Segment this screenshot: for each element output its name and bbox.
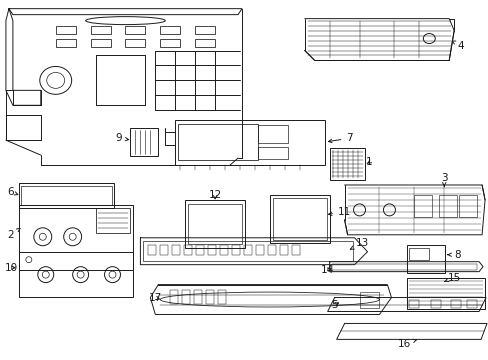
Bar <box>195 39 215 46</box>
Bar <box>329 148 364 180</box>
Bar <box>466 300 476 307</box>
Bar <box>331 264 476 270</box>
Bar <box>218 289 225 303</box>
Bar <box>272 198 326 240</box>
Text: 16: 16 <box>397 339 416 349</box>
Bar <box>450 300 460 307</box>
Text: 2: 2 <box>8 229 20 240</box>
Bar <box>407 245 444 273</box>
Bar <box>182 289 190 303</box>
Text: 11: 11 <box>328 207 350 217</box>
Bar <box>291 245 299 255</box>
Text: 5: 5 <box>331 300 338 310</box>
Text: 6: 6 <box>8 187 18 197</box>
Bar <box>148 245 156 255</box>
Bar <box>206 289 214 303</box>
Text: 10: 10 <box>4 263 18 273</box>
Text: 13: 13 <box>350 238 368 249</box>
Bar <box>194 289 202 303</box>
Bar <box>220 245 227 255</box>
Text: 4: 4 <box>451 41 464 50</box>
Bar <box>208 245 216 255</box>
Bar <box>458 195 476 217</box>
Bar <box>195 26 215 33</box>
Text: 12: 12 <box>208 190 221 200</box>
Bar <box>90 39 110 46</box>
Bar <box>90 26 110 33</box>
Bar <box>269 195 329 243</box>
Bar <box>19 183 113 208</box>
Bar <box>95 208 130 233</box>
Bar <box>130 128 158 156</box>
Bar <box>125 39 145 46</box>
Bar <box>184 245 192 255</box>
Bar <box>258 125 287 143</box>
Text: 15: 15 <box>444 273 460 283</box>
Bar <box>430 300 440 307</box>
Bar <box>258 147 287 159</box>
Bar <box>407 278 484 310</box>
Bar <box>413 195 431 217</box>
Text: 17: 17 <box>148 293 162 302</box>
Bar <box>196 245 203 255</box>
Bar <box>21 186 111 205</box>
Bar <box>408 300 419 307</box>
Bar <box>143 241 352 261</box>
Bar <box>255 245 264 255</box>
Text: 8: 8 <box>447 250 460 260</box>
Bar <box>170 289 178 303</box>
Text: 1: 1 <box>366 157 372 167</box>
Bar <box>19 205 133 270</box>
Text: 14: 14 <box>321 265 334 275</box>
Bar <box>267 245 275 255</box>
Bar <box>279 245 287 255</box>
Bar <box>408 248 428 260</box>
Bar <box>160 26 180 33</box>
Bar <box>232 245 240 255</box>
Bar <box>438 195 456 217</box>
Bar <box>188 204 242 244</box>
Bar <box>178 124 258 160</box>
Bar <box>160 245 168 255</box>
Bar <box>125 26 145 33</box>
Bar <box>172 245 180 255</box>
Bar <box>56 26 76 33</box>
Bar <box>160 39 180 46</box>
Bar <box>244 245 251 255</box>
Bar <box>175 120 324 165</box>
Text: 3: 3 <box>440 173 447 186</box>
Bar <box>359 292 379 307</box>
Bar <box>185 200 244 248</box>
Bar <box>56 39 76 46</box>
Text: 7: 7 <box>328 133 352 143</box>
Bar <box>19 252 133 297</box>
Text: 9: 9 <box>115 133 128 143</box>
